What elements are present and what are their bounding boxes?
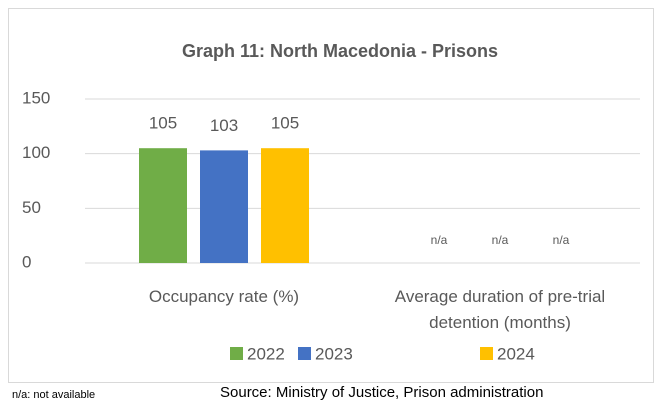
legend-swatch xyxy=(298,347,311,360)
x-tick-label: Average duration of pre-trial detention … xyxy=(394,287,606,332)
bar xyxy=(139,148,187,263)
y-tick-label: 0 xyxy=(22,252,31,271)
legend-swatch xyxy=(480,347,493,360)
data-label: n/a xyxy=(492,233,509,247)
source: Source: Ministry of Justice, Prison admi… xyxy=(220,384,543,401)
y-tick-label: 150 xyxy=(22,88,50,107)
legend-label: 2024 xyxy=(497,344,535,363)
data-label: n/a xyxy=(553,233,570,247)
y-tick-label: 50 xyxy=(22,198,41,217)
data-label: 105 xyxy=(271,114,299,133)
bar xyxy=(200,150,248,263)
data-label: 103 xyxy=(210,116,238,135)
chart-frame xyxy=(8,8,654,383)
data-label: 105 xyxy=(149,114,177,133)
legend-label: 2023 xyxy=(315,344,353,363)
bar xyxy=(261,148,309,263)
chart-title: Graph 11: North Macedonia - Prisons xyxy=(182,41,498,61)
legend-label: 2022 xyxy=(247,344,285,363)
data-label: n/a xyxy=(431,233,448,247)
y-tick-label: 100 xyxy=(22,143,50,162)
legend-swatch xyxy=(230,347,243,360)
note: n/a: not available xyxy=(12,389,95,401)
x-tick-label: Occupancy rate (%) xyxy=(148,287,300,306)
